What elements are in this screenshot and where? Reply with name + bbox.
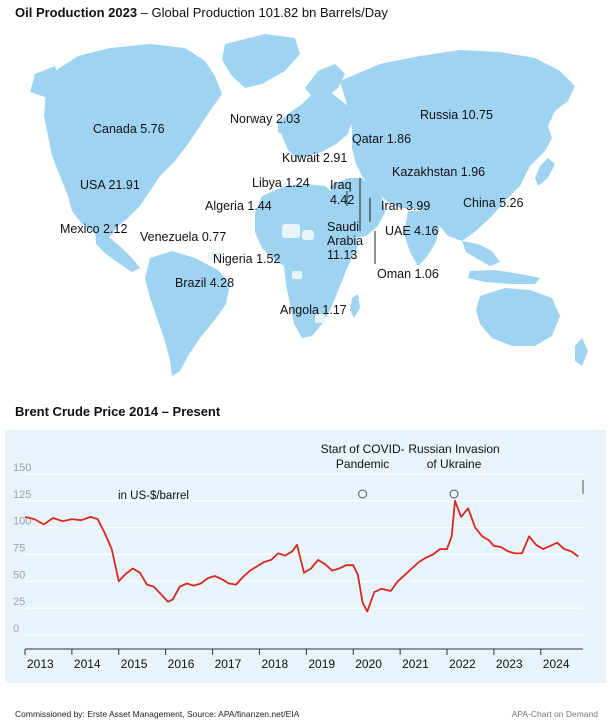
- algeria-marker: [282, 224, 300, 238]
- label-russia: Russia 10.75: [420, 108, 493, 122]
- scandinavia-shape: [305, 64, 345, 100]
- label-angola: Angola 1.17: [280, 303, 347, 317]
- label-saudi-line1: Saudi: [327, 220, 359, 234]
- credit-note: APA-Chart on Demand: [511, 709, 598, 719]
- x-tick-label-2023: 2023: [496, 657, 523, 671]
- label-iraq-line2: 4.42: [330, 193, 355, 207]
- asia-shape: [340, 50, 575, 241]
- event-label-2-line1: Russian Invasion: [408, 442, 499, 456]
- uk-shape: [278, 116, 290, 136]
- label-saudi-line2: Arabia: [327, 234, 364, 248]
- x-tick-label-2022: 2022: [449, 657, 476, 671]
- label-nigeria: Nigeria 1.52: [213, 252, 281, 266]
- alaska-shape: [30, 66, 60, 98]
- label-mexico: Mexico 2.12: [60, 222, 128, 236]
- north-america-shape: [44, 44, 222, 241]
- x-tick-label-2021: 2021: [402, 657, 429, 671]
- label-canada: Canada 5.76: [93, 122, 165, 136]
- unit-label: in US-$/barrel: [118, 490, 189, 502]
- event-label-1-line1: Start of COVID-: [321, 442, 405, 456]
- brent-chart: 0 25 50 75 100 125 150 in US-$/barrel Start of C…: [13, 442, 584, 671]
- event-label-1-line2: Pandemic: [336, 457, 389, 471]
- y-tick-label-50: 50: [13, 569, 25, 581]
- label-qatar: Qatar 1.86: [352, 132, 412, 146]
- event-marker-1: [358, 489, 368, 499]
- central-america-shape: [95, 231, 140, 272]
- x-tick-label-2020: 2020: [355, 657, 382, 671]
- indonesia-shape: [468, 270, 540, 284]
- label-kuwait: Kuwait 2.91: [282, 151, 348, 165]
- event-marker-2: [449, 489, 459, 499]
- map-title-rest: – Global Production 101.82 bn Barrels/Da…: [137, 5, 388, 20]
- greenland-shape: [222, 34, 300, 88]
- label-iraq-line1: Iraq: [330, 178, 352, 192]
- label-oman: Oman 1.06: [377, 267, 439, 281]
- highlight-markers: [208, 224, 325, 323]
- y-tick-label-0: 0: [13, 623, 19, 635]
- label-norway: Norway 2.03: [230, 112, 301, 126]
- x-tick-label-2014: 2014: [74, 657, 101, 671]
- label-china: China 5.26: [463, 196, 524, 210]
- brent-chart-panel: 0 25 50 75 100 125 150 in US-$/barrel Start of C…: [5, 430, 606, 683]
- brent-price-line: [24, 499, 579, 613]
- map-title: Oil Production 2023 – Global Production …: [15, 5, 388, 20]
- world-land-masses: [30, 34, 588, 376]
- japan-shape: [535, 158, 555, 186]
- source-note: Commissioned by: Erste Asset Management,…: [15, 709, 300, 719]
- label-algeria: Algeria 1.44: [205, 199, 272, 213]
- world-map: [30, 34, 588, 376]
- angola-marker: [315, 314, 325, 323]
- venezuela-marker: [208, 252, 220, 260]
- libya-marker: [302, 230, 314, 240]
- map-title-bold: Oil Production 2023: [15, 5, 138, 20]
- x-tick-label-2019: 2019: [308, 657, 335, 671]
- africa-shape: [255, 184, 358, 338]
- label-kazakhstan: Kazakhstan 1.96: [392, 165, 486, 179]
- x-tick-label-2018: 2018: [261, 657, 288, 671]
- nigeria-marker: [292, 271, 302, 279]
- y-tick-label-100: 100: [13, 516, 31, 528]
- y-tick-label-125: 125: [13, 489, 31, 501]
- x-tick-label-2015: 2015: [121, 657, 148, 671]
- event-label-2-line2: of Ukraine: [427, 457, 482, 471]
- india-shape: [404, 211, 440, 266]
- label-uae: UAE 4.16: [385, 224, 439, 238]
- label-saudi-line3: 11.13: [327, 248, 358, 262]
- x-tick-label-2013: 2013: [27, 657, 54, 671]
- label-iran: Iran 3.99: [381, 199, 431, 213]
- chart-title: Brent Crude Price 2014 – Present: [15, 404, 221, 419]
- y-tick-label-75: 75: [13, 543, 25, 555]
- x-tick-label-2024: 2024: [543, 657, 570, 671]
- madagascar-shape: [350, 294, 360, 318]
- southeast-asia-shape: [462, 241, 500, 266]
- label-brazil: Brazil 4.28: [175, 276, 235, 290]
- x-tick-label-2017: 2017: [215, 657, 242, 671]
- leader-lines: [346, 178, 376, 264]
- y-tick-label-25: 25: [13, 596, 25, 608]
- y-tick-label-150: 150: [13, 462, 31, 474]
- x-tick-label-2016: 2016: [168, 657, 195, 671]
- label-venezuela: Venezuela 0.77: [140, 230, 227, 244]
- new-zealand-shape: [575, 338, 588, 366]
- australia-shape: [476, 288, 560, 346]
- europe-shape: [282, 88, 352, 158]
- south-america-shape: [145, 251, 230, 376]
- label-libya: Libya 1.24: [252, 176, 310, 190]
- label-usa: USA 21.91: [80, 178, 140, 192]
